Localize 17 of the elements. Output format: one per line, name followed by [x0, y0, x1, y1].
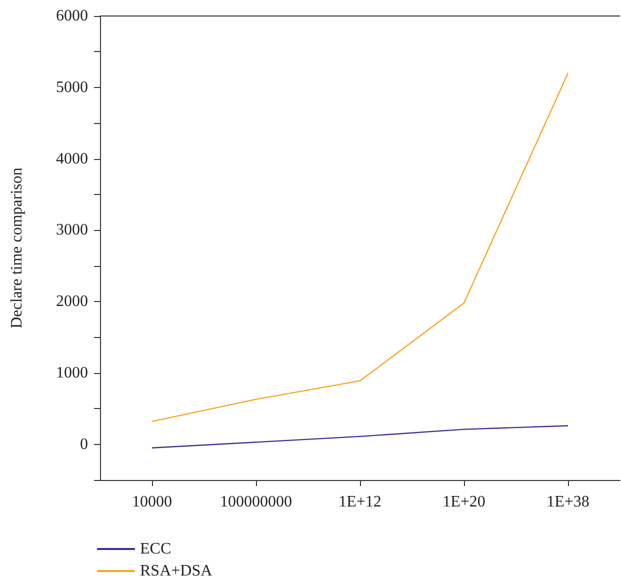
y-axis-title: Declare time comparison — [8, 168, 26, 328]
x-tick-label: 100000000 — [220, 494, 292, 510]
x-tick-label: 1E+38 — [546, 494, 590, 510]
line-series — [151, 72, 569, 422]
legend-label: ECC — [140, 540, 172, 558]
x-tick-label: 10000 — [132, 494, 172, 510]
x-tick-label: 1E+12 — [338, 494, 382, 510]
y-tick-label: 2000 — [56, 293, 88, 310]
y-tick-label: 3000 — [56, 222, 88, 239]
y-tick-label: 5000 — [56, 78, 88, 96]
x-tick-label: 1E+20 — [442, 494, 486, 510]
y-tick-label: 0 — [80, 436, 88, 453]
line-series — [151, 425, 569, 448]
y-tick-label: 4000 — [56, 150, 88, 168]
y-tick-label: 1000 — [56, 364, 88, 382]
legend-label: RSA+DSA — [140, 562, 213, 580]
y-tick-label: 6000 — [56, 8, 88, 24]
